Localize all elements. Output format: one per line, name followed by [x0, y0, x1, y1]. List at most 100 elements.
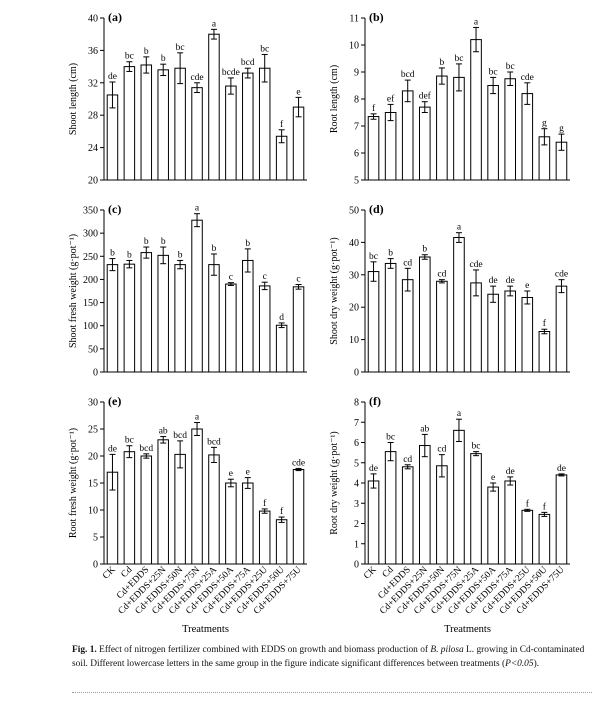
significance-letter: g: [542, 119, 547, 129]
significance-letter: a: [474, 17, 479, 27]
y-tick-label: 40: [349, 238, 359, 249]
bar: [174, 67, 186, 181]
significance-letter: bcde: [222, 68, 240, 78]
significance-letter: bc: [369, 252, 378, 262]
significance-letter: b: [144, 237, 149, 247]
bar: [384, 112, 397, 181]
significance-letter: b: [212, 244, 217, 254]
bar: [140, 64, 153, 181]
bar: [174, 264, 186, 373]
bar: [367, 271, 380, 373]
significance-letter: f: [372, 103, 376, 114]
bar: [242, 259, 254, 373]
bar: [367, 116, 380, 181]
caption-text-b: L. growing in Cd-contaminated soil. Diff…: [72, 645, 585, 669]
significance-letter: ab: [420, 424, 429, 434]
bar: [504, 290, 517, 373]
significance-letter: bc: [176, 43, 185, 53]
caption-label: Fig. 1.: [72, 645, 97, 655]
significance-letter: e: [491, 473, 495, 483]
significance-letter: de: [506, 276, 515, 286]
bar: [242, 482, 254, 565]
y-tick-label: 32: [88, 78, 98, 89]
bar: [487, 85, 499, 181]
bar: [106, 264, 119, 373]
bar: [208, 33, 220, 181]
significance-letter: a: [457, 223, 462, 233]
significance-letter: bcd: [173, 431, 187, 441]
significance-letter: bcd: [207, 437, 221, 447]
bar: [521, 93, 534, 181]
x-tick-label: CK: [362, 565, 379, 582]
significance-letter: ab: [159, 427, 168, 437]
significance-letter: b: [422, 245, 427, 255]
y-tick-label: 10: [88, 506, 98, 517]
y-tick-label: 8: [354, 95, 359, 106]
bar: [470, 39, 482, 181]
significance-letter: g: [559, 124, 564, 134]
caption-pvalue: P<0.05: [505, 658, 534, 669]
significance-letter: cd: [403, 455, 412, 465]
y-tick-label: 50: [349, 206, 359, 217]
chart-panel-f: 0 1 2 3 4 5 6 7 8 (f) Root dry weight (g·pot⁻¹) de C…: [329, 394, 570, 635]
bar: [418, 256, 431, 373]
y-tick-label: 4: [354, 479, 359, 490]
bar: [208, 264, 220, 373]
bar: [225, 283, 237, 373]
bar: [453, 76, 465, 181]
y-tick-label: 6: [354, 149, 359, 160]
y-tick-label: 100: [83, 321, 98, 332]
significance-letter: de: [489, 276, 498, 286]
significance-letter: cde: [555, 270, 568, 280]
y-tick-label: 50: [88, 344, 98, 355]
bar: [418, 106, 431, 181]
bar: [258, 285, 271, 373]
significance-letter: bc: [260, 44, 269, 54]
bar: [384, 451, 397, 565]
bar: [157, 254, 169, 373]
significance-letter: de: [369, 464, 378, 474]
y-tick-label: 0: [93, 560, 98, 571]
bar: [140, 455, 153, 565]
significance-letter: cd: [437, 270, 446, 280]
y-tick-label: 25: [88, 425, 98, 436]
y-tick-label: 20: [88, 452, 98, 463]
significance-letter: a: [457, 409, 462, 419]
bar: [292, 469, 305, 565]
caption-species: B. pilosa: [430, 645, 464, 655]
significance-letter: d: [279, 313, 284, 323]
caption-divider: [72, 692, 592, 693]
bar: [225, 482, 237, 565]
y-tick-label: 30: [349, 270, 359, 281]
y-tick-label: 0: [93, 368, 98, 379]
significance-letter: a: [195, 204, 200, 214]
significance-letter: cde: [469, 260, 482, 270]
significance-letter: b: [110, 249, 115, 259]
significance-letter: bcd: [401, 70, 415, 80]
bar: [504, 480, 517, 565]
y-tick-label: 15: [88, 479, 98, 490]
bar: [401, 466, 414, 565]
significance-letter: b: [127, 250, 132, 260]
y-tick-label: 250: [83, 252, 98, 263]
bar: [157, 69, 169, 181]
bar: [123, 66, 136, 181]
y-tick-label: 0: [354, 560, 359, 571]
significance-letter: e: [246, 468, 250, 478]
y-axis-label: Shoot fresh weight (g·pot⁻¹): [68, 234, 79, 348]
y-axis-label: Root dry weight (g·pot⁻¹): [329, 431, 340, 535]
y-tick-label: 200: [83, 275, 98, 286]
significance-letter: de: [108, 444, 117, 454]
significance-letter: bc: [506, 62, 515, 72]
y-tick-label: 5: [354, 176, 359, 187]
y-axis-label: Root length (cm): [329, 65, 340, 133]
bar: [191, 87, 203, 181]
bar: [401, 279, 414, 373]
significance-letter: b: [388, 249, 393, 259]
y-tick-label: 150: [83, 298, 98, 309]
significance-letter: bc: [125, 436, 134, 446]
significance-letter: def: [419, 91, 432, 102]
